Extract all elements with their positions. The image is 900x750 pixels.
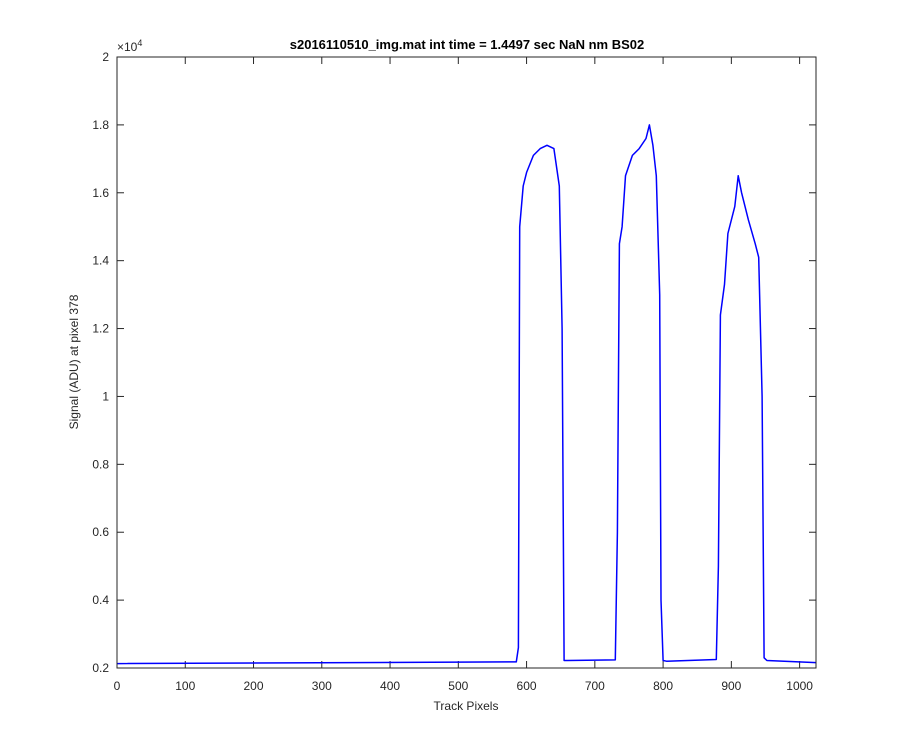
y-tick-label: 1.2	[92, 322, 109, 336]
y-tick-label: 0.8	[92, 457, 109, 471]
x-tick-label: 200	[244, 679, 264, 693]
plot-area	[117, 57, 816, 668]
plot-frame	[116, 56, 817, 669]
x-tick-label: 0	[114, 679, 121, 693]
x-tick-label: 500	[448, 679, 468, 693]
exponent-power: 4	[137, 38, 142, 48]
x-tick-label: 600	[517, 679, 537, 693]
x-tick-label: 100	[175, 679, 195, 693]
svg-text:×104: ×104	[117, 38, 142, 54]
y-tick-label: 1	[102, 389, 109, 403]
chart-title: s2016110510_img.mat int time = 1.4497 se…	[290, 37, 644, 52]
x-tick-label: 900	[721, 679, 741, 693]
y-tick-label: 1.6	[92, 186, 109, 200]
y-tick-label: 0.2	[92, 661, 109, 675]
y-exponent-label: ×104	[117, 38, 142, 54]
series-line	[116, 124, 817, 665]
exponent-base: ×10	[117, 40, 138, 54]
x-axis-label: Track Pixels	[434, 699, 499, 713]
y-tick-label: 2	[102, 50, 109, 64]
x-tick-label: 800	[653, 679, 673, 693]
y-tick-label: 1.8	[92, 118, 109, 132]
y-tick-label: 0.4	[92, 593, 109, 607]
y-tick-label: 0.6	[92, 525, 109, 539]
x-tick-label: 300	[312, 679, 332, 693]
x-tick-label: 1000	[786, 679, 813, 693]
x-tick-label: 700	[585, 679, 605, 693]
y-axis-label: Signal (ADU) at pixel 378	[67, 294, 81, 429]
x-tick-label: 400	[380, 679, 400, 693]
y-tick-label: 1.4	[92, 254, 109, 268]
ticks-layer: 0 100 200 300 400 500 600 700 800 900 1000 0.2 0.4 0.…	[92, 50, 816, 693]
